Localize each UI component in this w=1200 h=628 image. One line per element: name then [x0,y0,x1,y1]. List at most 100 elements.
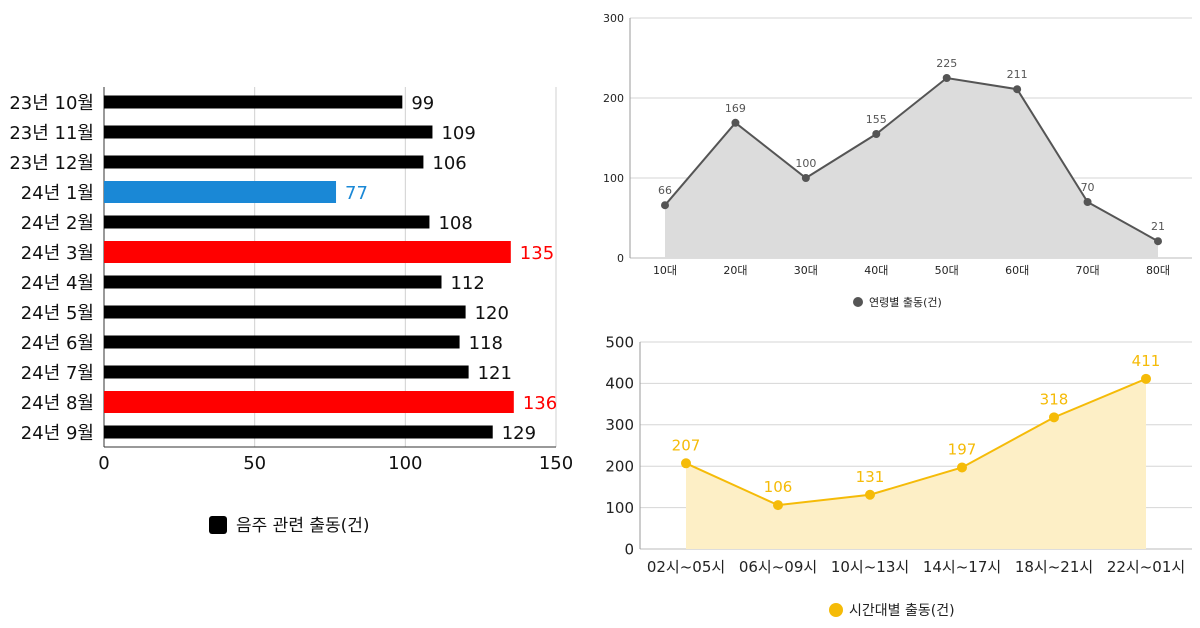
category-label: 24년 1월 [21,183,94,204]
data-label: 66 [658,184,672,197]
data-label: 135 [520,243,554,264]
data-label: 131 [856,468,885,486]
data-label: 211 [1007,68,1028,81]
series-area [686,378,1146,549]
x-tick-label: 30대 [794,264,818,277]
data-point [872,130,881,138]
age-area-chart: 0 100 200 300 66 169 100 155 225 211 70 21 10대 20대 30대… [603,12,1192,309]
legend-label: 시간대별 출동(건) [849,603,955,619]
time-area-chart: 0 100 200 300 400 500 207 106 131 197 318 411 02시~05… [605,333,1192,619]
monthly-bar-chart: 0 50 100 150 23년 10월 99 23년 11월 109 23년 12월 106 24… [9,87,573,536]
x-tick-label: 100 [388,453,422,474]
bar [104,335,460,349]
category-label: 23년 10월 [9,93,94,114]
x-tick-label: 06시~09시 [739,558,817,576]
category-label: 24년 8월 [21,393,94,414]
category-label: 24년 7월 [21,363,94,384]
category-label: 24년 5월 [21,303,94,324]
y-tick-label: 100 [605,499,634,517]
data-point [865,489,875,500]
data-point [1049,412,1059,423]
data-point [773,500,783,511]
data-label: 129 [502,423,536,444]
plot-group: 0 100 200 300 66 169 100 155 225 211 70 21 10대 20대 30대… [603,12,1192,309]
bar [104,95,403,109]
data-point [731,118,740,127]
y-tick-label: 0 [624,540,634,558]
x-tick-label: 02시~05시 [647,558,725,576]
data-point [661,201,669,210]
data-point [942,74,951,82]
data-label: 112 [450,273,484,294]
bar [104,275,442,289]
x-tick-label: 50대 [935,264,959,277]
series-line [664,76,1159,243]
category-label: 24년 2월 [21,213,94,234]
y-tick-label: 200 [605,457,634,475]
x-tick-label: 60대 [1005,264,1029,277]
bar [104,241,511,263]
legend-label: 연령별 출동(건) [869,296,942,309]
data-point [1141,373,1151,384]
category-label: 24년 6월 [21,333,94,354]
x-tick-label: 14시~17시 [923,558,1001,576]
bar [104,125,433,139]
x-tick-label: 0 [98,453,109,474]
data-label: 21 [1151,220,1165,233]
category-label: 23년 11월 [9,123,94,144]
x-tick-label: 50 [243,453,266,474]
bar [104,181,337,203]
data-label: 99 [411,93,434,114]
series-line [685,377,1147,507]
data-label: 121 [478,363,512,384]
category-label: 24년 9월 [21,423,94,444]
data-label: 77 [345,183,368,204]
bar [104,305,466,319]
plot-group: 0 100 200 300 400 500 207 106 131 197 318 411 02시~05… [605,333,1192,619]
series-area [665,78,1158,258]
x-tick-label: 80대 [1146,264,1170,277]
data-point [957,462,967,473]
data-label: 136 [523,393,557,414]
x-tick-label: 10대 [653,264,677,277]
y-tick-label: 300 [605,416,634,434]
data-label: 100 [795,157,816,170]
data-label: 120 [475,303,509,324]
category-label: 23년 12월 [9,153,94,174]
x-tick-label: 70대 [1076,264,1100,277]
data-label: 108 [438,213,472,234]
y-tick-label: 200 [603,92,624,105]
y-tick-label: 300 [603,12,624,25]
y-tick-label: 500 [605,333,634,351]
data-point [681,458,691,469]
bar [104,155,424,169]
data-label: 207 [672,436,701,454]
legend-swatch [209,516,227,534]
data-label: 197 [948,440,977,458]
data-label: 225 [936,57,957,70]
x-tick-label: 18시~21시 [1015,558,1093,576]
legend-label: 음주 관련 출동(건) [236,516,370,536]
bar [104,425,493,439]
category-label: 24년 4월 [21,273,94,294]
data-point [1083,198,1092,206]
data-label: 118 [469,333,503,354]
category-label: 24년 3월 [21,243,94,264]
data-label: 106 [764,478,793,496]
x-tick-label: 40대 [864,264,888,277]
data-point [1154,237,1162,246]
x-tick-label: 150 [539,453,573,474]
data-label: 109 [441,123,475,144]
x-tick-label: 22시~01시 [1107,558,1185,576]
bar [104,365,469,379]
x-tick-label: 10시~13시 [831,558,909,576]
y-tick-label: 400 [605,375,634,393]
data-label: 70 [1081,181,1095,194]
data-label: 411 [1132,352,1161,370]
data-label: 106 [432,153,466,174]
y-tick-label: 0 [617,252,624,265]
data-label: 318 [1040,390,1069,408]
y-tick-label: 100 [603,172,624,185]
bar [104,215,430,229]
